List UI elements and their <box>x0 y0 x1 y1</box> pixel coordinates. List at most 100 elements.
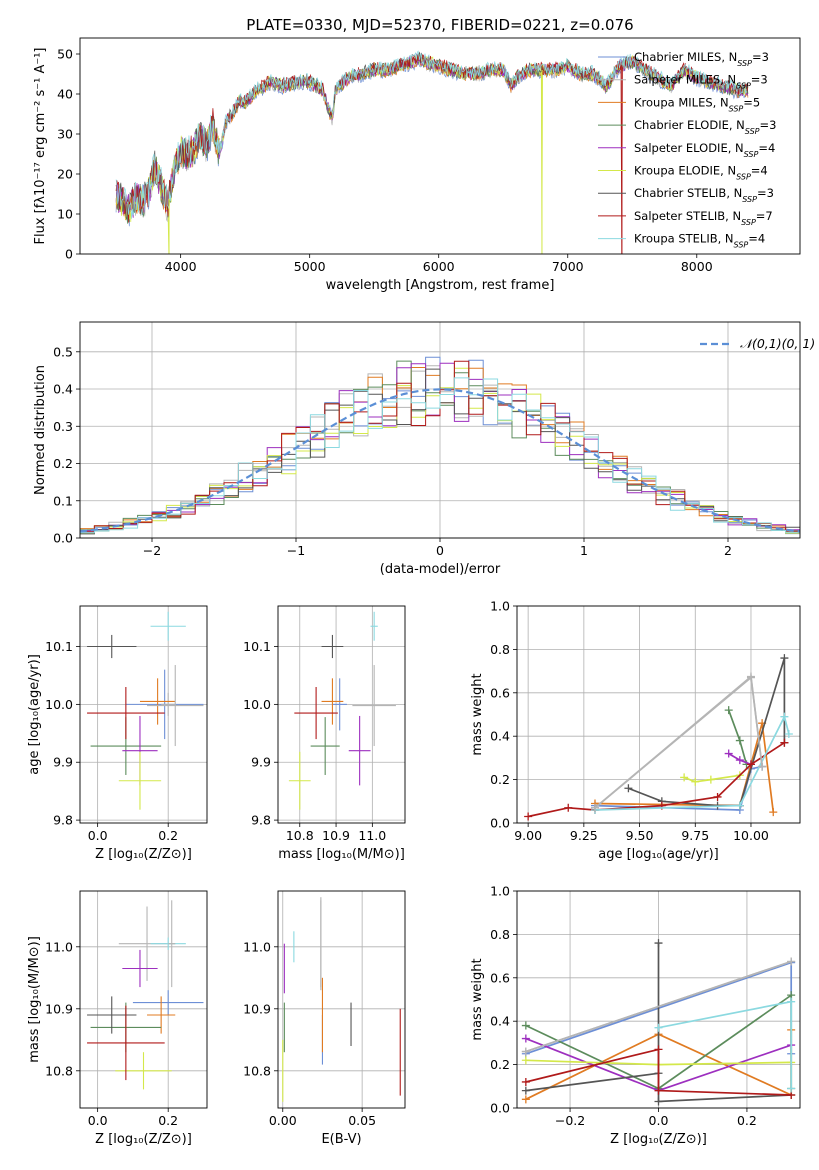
plot-area <box>521 939 796 1106</box>
x-tick-label: 5000 <box>294 259 326 274</box>
weight-marker <box>746 760 755 769</box>
y-tick-label: 10.9 <box>45 1001 73 1016</box>
x-tick-label: 0.0 <box>88 828 108 843</box>
y-tick-label: 9.8 <box>53 813 73 828</box>
spectrum-line <box>115 50 749 219</box>
y-axis-label: Flux [fλ10⁻¹⁷ erg cm⁻² s⁻¹ A⁻¹] <box>33 48 48 245</box>
y-tick-label: 9.9 <box>251 755 271 770</box>
y-tick-label: 30 <box>57 127 73 142</box>
legend-count: =7 <box>756 209 773 223</box>
x-tick-label: 10.00 <box>733 828 769 843</box>
y-tick-label: 9.9 <box>53 755 73 770</box>
weight-marker <box>521 1056 530 1065</box>
y-tick-label: 10 <box>57 207 73 222</box>
y-tick-label: 10.0 <box>243 697 271 712</box>
x-axis-label: (data-model)/error <box>380 562 501 577</box>
x-tick-label: −0.2 <box>555 1113 585 1128</box>
y-axis-label: mass weight <box>470 673 485 755</box>
x-axis-label: Z [log₁₀(Z/Z⊙)] <box>95 847 192 862</box>
y-axis-label: age [log₁₀(age/yr)] <box>27 654 42 775</box>
x-tick-label: 0 <box>436 543 444 558</box>
x-tick-label: 0.2 <box>737 1113 757 1128</box>
weight-marker <box>624 784 633 793</box>
weight-marker <box>691 777 700 786</box>
plot-area <box>288 611 396 810</box>
y-tick-label: 10.9 <box>243 1001 271 1016</box>
axes-frame <box>79 890 208 1109</box>
weight-marker <box>787 957 796 966</box>
weight-marker <box>787 997 796 1006</box>
y-tick-label: 0.0 <box>490 1101 510 1116</box>
legend-label: Salpeter ELODIE, NSSP=4 <box>634 141 775 159</box>
weight-marker <box>735 801 744 810</box>
weight-line <box>628 657 786 807</box>
weight-marker <box>521 1077 530 1086</box>
weight-marker <box>521 1034 530 1043</box>
y-tick-label: 0.8 <box>490 642 510 657</box>
weight-marker <box>590 803 599 812</box>
y-tick-label: 9.8 <box>251 813 271 828</box>
weight-marker <box>769 808 778 817</box>
y-tick-label: 0.2 <box>53 456 73 471</box>
x-tick-label: 0.2 <box>158 828 178 843</box>
weight-marker <box>758 762 767 771</box>
legend-count: =3 <box>751 73 768 87</box>
weight-marker <box>784 730 793 739</box>
weight-marker <box>706 775 715 784</box>
legend-count: =3 <box>752 50 769 64</box>
weight-marker <box>654 939 663 948</box>
weight-line <box>594 675 763 809</box>
x-axis-label: Z [log₁₀(Z/Z⊙)] <box>610 1132 707 1147</box>
y-tick-label: 10.8 <box>243 1063 271 1078</box>
legend-subscript: SSP <box>729 104 744 113</box>
x-tick-label: 0.0 <box>88 1113 108 1128</box>
weight-marker <box>654 1045 663 1054</box>
y-axis-label: mass weight <box>470 958 485 1040</box>
legend-count: =4 <box>751 164 768 178</box>
y-tick-label: 0.0 <box>490 816 510 831</box>
legend-count: =4 <box>748 232 765 246</box>
legend-label: Kroupa ELODIE, NSSP=4 <box>634 164 768 182</box>
weight-marker <box>680 773 689 782</box>
x-tick-label: 10.8 <box>286 828 314 843</box>
x-tick-label: 0.05 <box>348 1113 376 1128</box>
mass-vs-ebv-panel: 0.00 0.05 10.8 10.9 11.0 E(B-V) <box>243 890 406 1147</box>
axes-frame <box>277 890 406 1109</box>
y-tick-label: 20 <box>57 167 73 182</box>
legend-label: Kroupa MILES, NSSP=5 <box>634 95 760 113</box>
weight-marker <box>713 792 722 801</box>
x-tick-label: 9.25 <box>570 828 598 843</box>
plot-area <box>524 654 793 821</box>
y-tick-label: 10.8 <box>45 1063 73 1078</box>
x-tick-label: 4000 <box>165 259 197 274</box>
legend-count: =4 <box>758 141 775 155</box>
figure-title: PLATE=0330, MJD=52370, FIBERID=0221, z=0… <box>246 16 633 34</box>
age-vs-metallicity-panel: 0.0 0.2 9.8 9.9 10.0 10.1 Z [log₁₀(Z/Z⊙)] age [… <box>27 605 208 862</box>
weight-marker <box>521 1095 530 1104</box>
legend-subscript: SSP <box>734 240 749 249</box>
y-tick-label: 0.1 <box>53 493 73 508</box>
weight-line <box>594 674 763 809</box>
x-tick-label: 9.00 <box>514 828 542 843</box>
residuals-panel: −2 −1 0 1 2 0.0 0.1 0.2 0.3 0.4 0.5 (data-model)/er… <box>33 321 815 577</box>
y-axis-label: mass [log₁₀(M/M⊙)] <box>27 936 42 1063</box>
x-tick-label: −2 <box>143 543 161 558</box>
x-tick-label: 9.50 <box>626 828 654 843</box>
x-tick-label: 6000 <box>423 259 455 274</box>
y-tick-label: 0.0 <box>53 531 73 546</box>
y-tick-label: 10.0 <box>45 697 73 712</box>
axes-frame <box>277 605 406 824</box>
weight-line <box>525 943 792 1103</box>
y-tick-label: 0 <box>65 247 73 262</box>
legend-subscript: SSP <box>736 81 751 90</box>
x-axis-label: age [log₁₀(age/yr)] <box>598 847 719 862</box>
axes-frame <box>79 605 208 824</box>
x-tick-label: −1 <box>287 543 305 558</box>
y-tick-label: 10.1 <box>243 639 271 654</box>
weight-marker <box>564 803 573 812</box>
legend-label: Salpeter MILES, NSSP=3 <box>634 73 768 91</box>
weight-marker <box>521 1021 530 1030</box>
weight-line <box>727 709 748 765</box>
y-tick-label: 11.0 <box>243 939 271 954</box>
legend-subscript: SSP <box>736 172 751 181</box>
